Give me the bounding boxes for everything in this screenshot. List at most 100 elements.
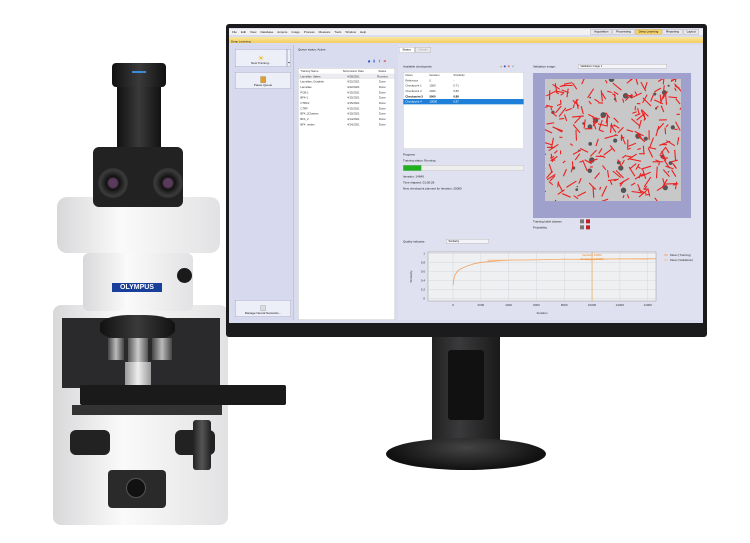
detected-feature <box>549 175 556 182</box>
layout-tab[interactable]: Processing <box>612 28 635 35</box>
column-header: Training Name <box>300 69 319 73</box>
y-tick-label: 0.4 <box>421 279 425 283</box>
table-row[interactable]: BF4-1 4/15/2021 Done <box>298 95 394 100</box>
toolbar-title-bar: Deep Learning <box>229 36 703 43</box>
menu-acquire[interactable]: Acquire <box>277 30 288 34</box>
table-row[interactable]: Checkpoint 1 1000 0.71 <box>403 83 523 88</box>
table-cell: Done <box>378 106 386 110</box>
validation-viewer[interactable] <box>532 72 691 218</box>
class-toggle[interactable] <box>579 219 584 224</box>
table-row[interactable]: Checkpoint 4 10000 0.87 <box>403 98 524 105</box>
table-row[interactable]: Lamellae_Graphite 4/22/2021 Done <box>298 79 394 84</box>
marker-label: Similarity: 0.87352 <box>581 257 604 261</box>
detected-feature <box>663 159 671 169</box>
move-up-icon[interactable]: ⬆ <box>377 58 382 64</box>
save-icon[interactable]: ■ <box>367 58 371 64</box>
table-cell: 4/28/2021 <box>347 74 360 78</box>
table-row[interactable]: BF4_2Classes 4/15/2021 Done <box>298 111 394 116</box>
menu-window[interactable]: Window <box>345 30 357 34</box>
probability-color[interactable] <box>585 225 590 230</box>
detected-feature <box>658 162 660 166</box>
training-progress-bar <box>402 164 524 171</box>
detected-feature <box>665 94 668 105</box>
tab-status[interactable]: Status <box>398 46 415 53</box>
table-row[interactable]: BF4_2 4/14/2021 Done <box>298 116 394 121</box>
x-tick-label: 0 <box>452 303 454 307</box>
table-row[interactable]: Checkpoint 2 2000 0.80 <box>403 88 523 93</box>
detected-feature <box>572 104 575 109</box>
delete-icon[interactable]: ✕ <box>383 58 387 64</box>
detected-feature <box>579 160 583 163</box>
table-cell: 1000 <box>429 84 436 88</box>
detected-feature <box>597 123 608 127</box>
new-training-dropdown[interactable]: ▾ <box>286 48 291 67</box>
menu-help[interactable]: Help <box>360 30 367 34</box>
detected-feature <box>657 78 664 82</box>
menu-database[interactable]: Database <box>260 30 274 34</box>
table-row[interactable]: CTRF 4/15/2021 Done <box>298 106 394 111</box>
detected-feature <box>675 98 681 105</box>
move-down-icon[interactable]: ⬇ <box>372 58 376 64</box>
layout-tab[interactable]: Reporting <box>662 28 683 35</box>
detected-feature <box>622 194 625 199</box>
delete-icon[interactable]: ✕ <box>507 64 511 69</box>
detected-feature <box>559 117 565 120</box>
tab-details[interactable]: Details <box>415 46 432 53</box>
detected-feature <box>554 83 558 93</box>
queue-panel: Queue status: Active ■ ⬇ ⬆ ✕ Training Name S… <box>296 45 396 320</box>
detected-feature <box>603 147 614 156</box>
layout-tab[interactable]: Deep Learning <box>635 28 662 35</box>
layout-tab[interactable]: Acquisition <box>590 28 612 35</box>
save-icon[interactable]: ■ <box>503 64 506 69</box>
table-row[interactable]: Reference 0 - <box>403 78 523 83</box>
table-row[interactable]: BF4_nettes 4/14/2021 Done <box>298 122 394 127</box>
table-cell: 0.87 <box>453 100 459 104</box>
class-color[interactable] <box>585 219 590 224</box>
table-header: Name Iteration Similarity <box>403 72 523 77</box>
probability-toggle[interactable] <box>579 225 584 230</box>
load-icon[interactable]: ● <box>499 64 503 69</box>
validation-select[interactable]: Validation Image 1 <box>577 63 667 69</box>
apply-icon[interactable]: ✓ <box>511 64 515 69</box>
validation-value: Validation Image 1 <box>580 64 603 68</box>
detected-feature <box>572 124 581 134</box>
sun-icon: ☀ <box>257 54 265 62</box>
table-row[interactable]: Lamellae_flakes 4/28/2021 Running <box>298 73 395 79</box>
table-header: Training Name Submission Date Status <box>298 68 394 73</box>
layout-tab[interactable]: Layout <box>683 28 699 35</box>
detected-feature <box>546 122 555 125</box>
detected-feature <box>624 93 633 102</box>
detected-feature <box>638 189 648 198</box>
menu-process[interactable]: Process <box>303 30 315 34</box>
detected-feature <box>638 119 642 129</box>
detected-feature <box>595 138 599 147</box>
table-row[interactable]: PCB-1 4/15/2021 Done <box>298 90 394 95</box>
new-training-button[interactable]: ☀ New Training... <box>235 48 287 67</box>
menu-measure[interactable]: Measure <box>318 30 331 34</box>
menu-file[interactable]: File <box>232 30 237 34</box>
detected-feature <box>659 140 671 146</box>
menu-tools[interactable]: Tools <box>334 30 342 34</box>
brand-logo: OLYMPUS <box>112 283 162 292</box>
elapsed-text: Time elapsed: 01:05:28 <box>402 180 435 184</box>
table-cell: Checkpoint 3 <box>405 94 423 98</box>
detected-feature <box>626 194 630 199</box>
column-header: Name <box>405 73 413 77</box>
manage-networks-button[interactable]: Manage Neural Networks... <box>235 299 291 317</box>
table-row[interactable]: CTRF2 4/15/2021 Done <box>298 100 394 105</box>
quality-select[interactable]: Similarity <box>445 238 489 244</box>
network-icon <box>260 305 266 311</box>
pause-queue-button[interactable]: Pause Queue <box>235 71 291 89</box>
table-row[interactable]: Lamellae 4/22/2021 Done <box>298 84 394 89</box>
detected-feature <box>588 182 596 191</box>
menu-image[interactable]: Image <box>291 30 300 34</box>
detected-feature <box>561 89 569 94</box>
menu-edit[interactable]: Edit <box>240 30 247 34</box>
menu-view[interactable]: View <box>250 30 257 34</box>
detected-feature <box>654 197 658 201</box>
table-cell: CTRF <box>300 106 308 110</box>
queue-table: Training Name Submission Date Status Lamell… <box>297 67 395 320</box>
column-header: Status <box>378 69 387 73</box>
table-row[interactable]: Checkpoint 3 5000 0.88 <box>403 94 523 99</box>
detected-feature <box>625 155 633 158</box>
